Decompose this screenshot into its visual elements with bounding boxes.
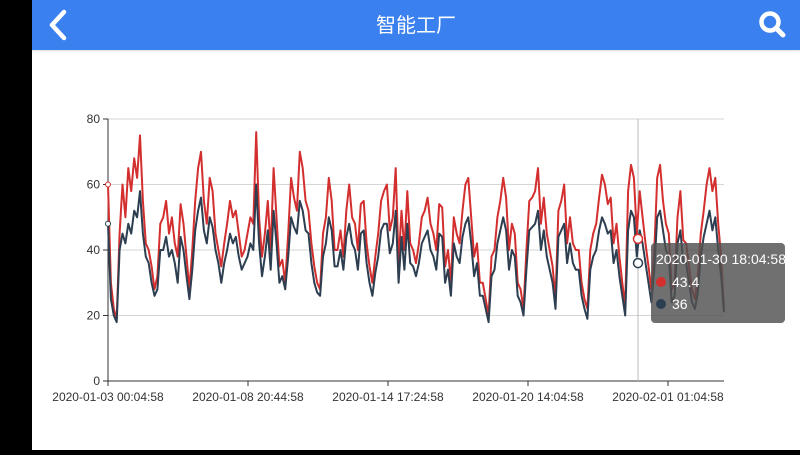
search-button[interactable] [756, 8, 790, 42]
hover-point-blue [632, 257, 644, 269]
x-axis: 2020-01-03 00:04:58 2020-01-08 20:44:58 20… [52, 380, 724, 404]
x-tick-label: 2020-01-03 00:04:58 [52, 390, 164, 404]
hover-point-red [632, 233, 644, 245]
tooltip-row-blue: 36 [656, 293, 785, 315]
x-tick-label: 2020-01-14 17:24:58 [332, 390, 444, 404]
chart-tooltip: 2020-01-30 18:04:58 43.4 36 [651, 243, 786, 323]
y-tick-label: 80 [87, 112, 101, 126]
y-tick-label: 20 [87, 309, 101, 323]
x-tick-label: 2020-01-08 20:44:58 [192, 390, 304, 404]
tooltip-row-red: 43.4 [656, 271, 785, 293]
y-tick-label: 40 [87, 243, 101, 257]
x-tick-label: 2020-02-01 01:04:58 [612, 390, 724, 404]
hover-markers [105, 181, 644, 269]
left-black-strip [0, 0, 32, 450]
back-button[interactable] [40, 6, 76, 44]
y-tick-label: 0 [93, 374, 100, 388]
y-tick-label: 60 [87, 178, 101, 192]
search-icon [759, 11, 786, 38]
series-red-line [107, 131, 725, 320]
chart-series [107, 131, 725, 324]
blue-dot-icon [656, 299, 666, 309]
line-chart[interactable]: 0 20 40 60 80 2020-01-03 00:04:58 2020-01-08 … [32, 50, 800, 450]
chevron-left-icon [49, 9, 67, 41]
x-tick-label: 2020-01-20 14:04:58 [472, 390, 584, 404]
chart-canvas[interactable]: 0 20 40 60 80 2020-01-03 00:04:58 2020-01-08 … [32, 50, 800, 450]
series-blue-line [107, 183, 725, 324]
app-screen: 智能工厂 0 20 40 60 80 2020-01-03 00:04:58 2020-0… [32, 0, 800, 450]
page-title: 智能工厂 [376, 13, 456, 37]
tooltip-time: 2020-01-30 18:04:58 [656, 251, 786, 267]
y-axis: 0 20 40 60 80 [87, 112, 109, 388]
red-dot-icon [656, 277, 666, 287]
app-header: 智能工厂 [32, 0, 800, 50]
chart-gridlines [108, 118, 724, 316]
tooltip-value-red: 43.4 [672, 274, 700, 290]
tooltip-value-blue: 36 [672, 296, 688, 312]
